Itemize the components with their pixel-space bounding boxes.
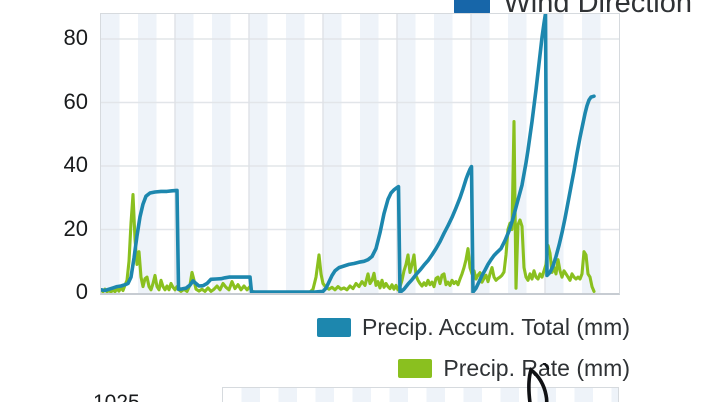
precip-chart-svg <box>101 14 619 293</box>
precip-accum-legend-swatch <box>317 318 352 337</box>
legend-item-precip-rate[interactable]: Precip. Rate (mm) <box>398 355 630 382</box>
y-tick-label-60: 60 <box>63 88 88 114</box>
cursor-icon <box>527 363 550 402</box>
series-line-precip-accum <box>101 14 596 293</box>
y-tick-label-20: 20 <box>63 215 88 241</box>
precip-accum-legend-label: Precip. Accum. Total (mm) <box>362 314 630 340</box>
pressure-axis-tick-label: 1025 <box>93 391 140 402</box>
wind-direction-legend-swatch <box>454 0 491 14</box>
precip-chart-plot-area[interactable] <box>100 13 620 295</box>
y-tick-label-40: 40 <box>63 152 88 177</box>
y-tick-label-80: 80 <box>63 25 88 50</box>
pressure-chart-plot-area[interactable] <box>222 387 619 402</box>
legend-item-precip-accum-total[interactable]: Precip. Accum. Total (mm) <box>317 314 630 341</box>
precip-rate-legend-swatch <box>398 359 433 378</box>
y-axis: 0 20 40 60 80 <box>0 0 88 310</box>
y-tick-label-0: 0 <box>75 279 88 304</box>
series-line-precip-rate <box>101 120 596 293</box>
